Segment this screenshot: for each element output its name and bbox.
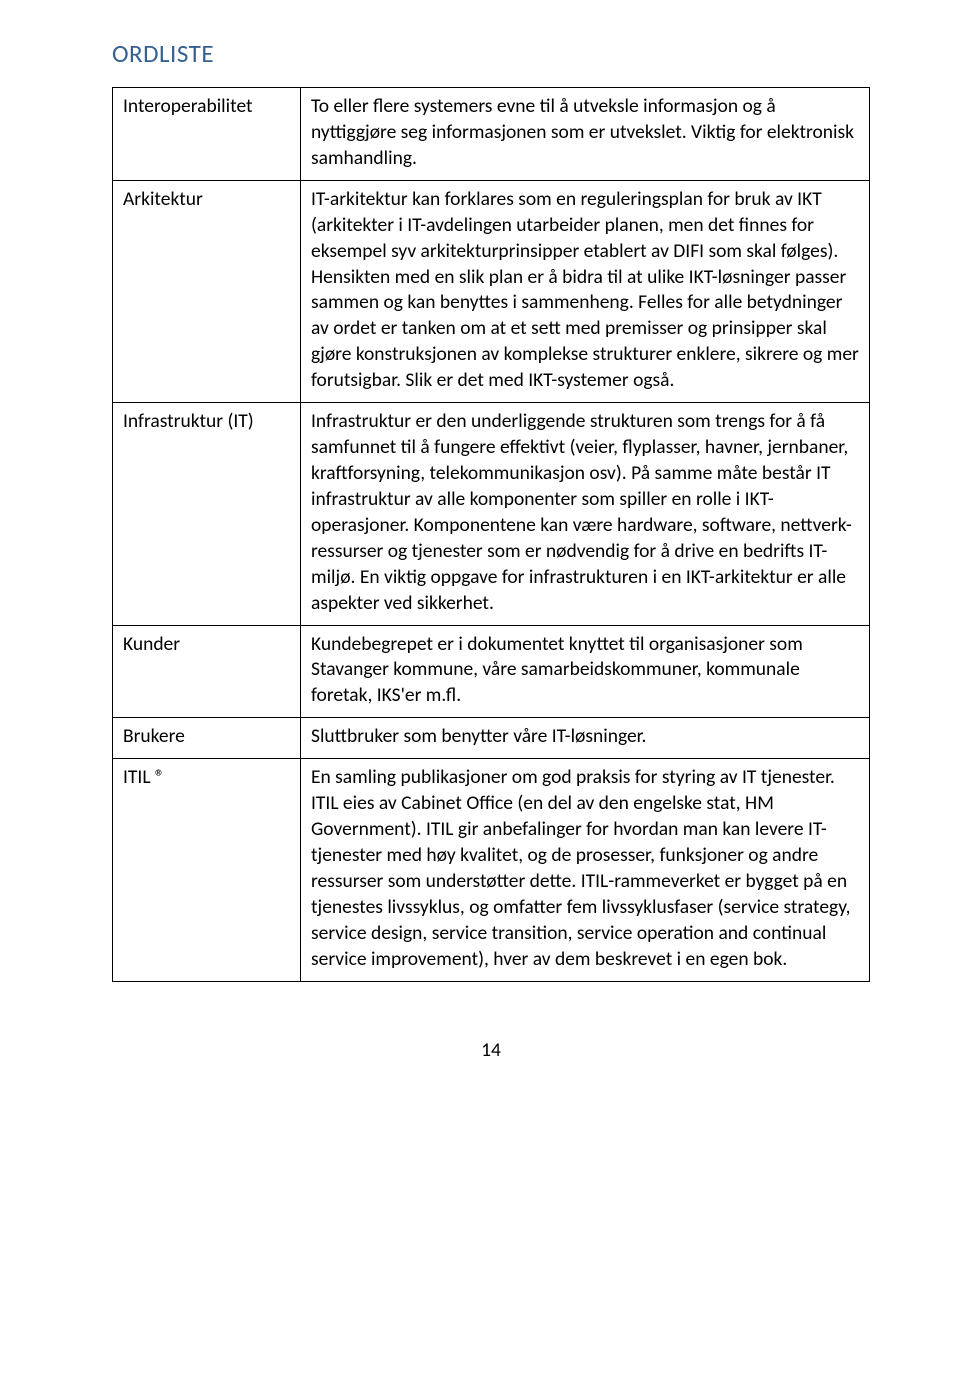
section-title: ORDLISTE <box>112 38 870 69</box>
term-cell: Infrastruktur (IT) <box>113 403 301 625</box>
definition-cell: Infrastruktur er den underliggende struk… <box>301 403 870 625</box>
definition-cell: En samling publikasjoner om god praksis … <box>301 759 870 981</box>
glossary-table: Interoperabilitet To eller flere systeme… <box>112 87 870 982</box>
definition-cell: IT-arkitektur kan forklares som en regul… <box>301 180 870 402</box>
term-cell: Brukere <box>113 718 301 759</box>
table-row: Brukere Sluttbruker som benytter våre IT… <box>113 718 870 759</box>
term-cell: Arkitektur <box>113 180 301 402</box>
term-cell: Interoperabilitet <box>113 88 301 181</box>
page-number: 14 <box>112 1038 870 1062</box>
term-cell: ITIL ® <box>113 759 301 981</box>
table-row: Arkitektur IT-arkitektur kan forklares s… <box>113 180 870 402</box>
term-cell: Kunder <box>113 625 301 718</box>
table-row: Kunder Kundebegrepet er i dokumentet kny… <box>113 625 870 718</box>
definition-cell: Kundebegrepet er i dokumentet knyttet ti… <box>301 625 870 718</box>
definition-cell: To eller flere systemers evne til å utve… <box>301 88 870 181</box>
definition-cell: Sluttbruker som benytter våre IT-løsning… <box>301 718 870 759</box>
table-row: ITIL ® En samling publikasjoner om god p… <box>113 759 870 981</box>
table-row: Infrastruktur (IT) Infrastruktur er den … <box>113 403 870 625</box>
table-row: Interoperabilitet To eller flere systeme… <box>113 88 870 181</box>
